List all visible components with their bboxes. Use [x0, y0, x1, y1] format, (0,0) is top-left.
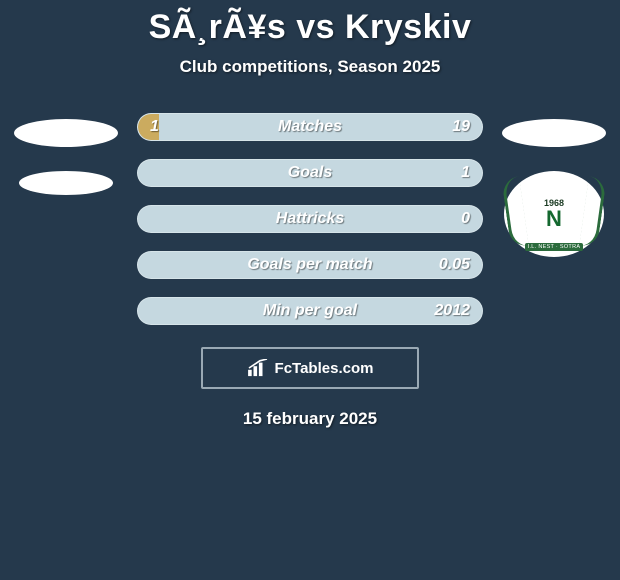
brand-text: FcTables.com — [275, 360, 374, 377]
stat-bar: 1 Matches 19 — [137, 113, 483, 141]
subtitle: Club competitions, Season 2025 — [0, 57, 620, 77]
stat-label: Goals — [288, 164, 332, 182]
stat-label: Min per goal — [263, 302, 357, 320]
stat-bar: Hattricks 0 — [137, 205, 483, 233]
chart-icon — [247, 359, 269, 377]
stat-bar: Goals per match 0.05 — [137, 251, 483, 279]
badge-text: I.L. NEST · SOTRA — [525, 243, 584, 251]
comparison-row: 1 Matches 19 Goals 1 Hattricks 0 Goals per matc… — [0, 113, 620, 325]
page-title: SÃ¸rÃ¥s vs Kryskiv — [0, 8, 620, 47]
stat-label: Matches — [278, 118, 342, 136]
laurel-left-icon — [501, 176, 529, 248]
stat-right-value: 0.05 — [439, 256, 470, 274]
club-badge: 1968 N I.L. NEST · SOTRA — [504, 171, 604, 257]
stat-bar: Goals 1 — [137, 159, 483, 187]
brand-box[interactable]: FcTables.com — [201, 347, 419, 389]
left-placeholder-2 — [19, 171, 113, 195]
stat-left-value: 1 — [150, 118, 159, 136]
stat-right-value: 0 — [461, 210, 470, 228]
stat-right-value: 19 — [452, 118, 470, 136]
right-placeholder-1 — [502, 119, 606, 147]
date-text: 15 february 2025 — [0, 409, 620, 429]
badge-center: 1968 N — [526, 190, 582, 238]
right-player-column: 1968 N I.L. NEST · SOTRA — [501, 113, 607, 257]
stat-right-value: 1 — [461, 164, 470, 182]
stats-bars: 1 Matches 19 Goals 1 Hattricks 0 Goals per matc… — [137, 113, 483, 325]
stat-label: Goals per match — [247, 256, 372, 274]
stat-label: Hattricks — [276, 210, 344, 228]
stat-right-value: 2012 — [434, 302, 470, 320]
left-player-column — [13, 113, 119, 195]
left-placeholder-1 — [14, 119, 118, 147]
badge-letter: N — [546, 208, 562, 230]
stat-bar: Min per goal 2012 — [137, 297, 483, 325]
laurel-right-icon — [579, 176, 607, 248]
